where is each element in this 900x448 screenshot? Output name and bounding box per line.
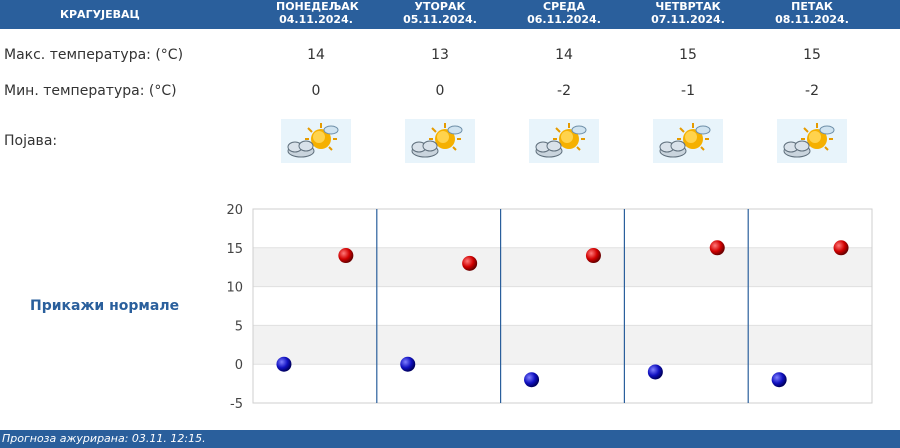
day-date: 05.11.2024. [403, 13, 477, 26]
max-temp-day-1: 14 [307, 47, 325, 63]
max-temp-label: Макс. температура: (°C) [4, 47, 184, 63]
city-name: КРАГУЈЕВАЦ [60, 8, 140, 21]
day-date: 06.11.2024. [527, 13, 601, 26]
min-temp-day-1: 0 [311, 83, 321, 99]
min-temp-day-2: 0 [435, 83, 445, 99]
min-temp-label: Мин. температура: (°C) [4, 83, 177, 99]
min-temp-marker [400, 356, 416, 372]
y-tick-label: 15 [226, 242, 243, 257]
grid-band [253, 247, 872, 287]
day-header-2: УТОРАК 05.11.2024. [400, 0, 480, 29]
max-temp-marker [585, 248, 601, 264]
update-footer: Прогноза ажурирана: 03.11. 12:15. [0, 430, 900, 448]
grid-band [253, 286, 872, 326]
y-tick-label: 10 [226, 281, 243, 296]
max-temp-marker [833, 240, 849, 256]
y-tick-label: 5 [235, 319, 243, 334]
day-date: 07.11.2024. [651, 13, 725, 26]
day-header-5: ПЕТАК 08.11.2024. [772, 0, 852, 29]
max-temp-day-2: 13 [431, 47, 449, 63]
max-temp-marker [338, 248, 354, 264]
temperature-chart: 20 15 10 5 0 -5 [226, 203, 873, 412]
y-tick-label: 20 [226, 203, 243, 218]
grid-band [253, 209, 872, 248]
min-temp-day-4: -1 [681, 83, 695, 99]
day-date: 08.11.2024. [775, 13, 849, 26]
min-temp-day-5: -2 [805, 83, 819, 99]
min-temp-marker [524, 372, 540, 388]
show-normals-link[interactable]: Прикажи нормале [30, 298, 180, 314]
day-header-4: ЧЕТВРТАК 07.11.2024. [648, 0, 728, 29]
max-temp-day-4: 15 [679, 47, 697, 63]
forecast-header: КРАГУЈЕВАЦ ПОНЕДЕЉАК 04.11.2024. УТОРАК … [0, 0, 900, 29]
day-name: ПОНЕДЕЉАК [276, 0, 359, 13]
max-temp-day-3: 14 [555, 47, 573, 63]
update-time: Прогноза ажурирана: 03.11. 12:15. [2, 432, 206, 445]
y-tick-label: -5 [230, 397, 243, 412]
day-name: ЧЕТВРТАК [655, 0, 721, 13]
min-temp-marker [276, 356, 292, 372]
day-header-3: СРЕДА 06.11.2024. [524, 0, 604, 29]
grid-band [253, 325, 872, 365]
max-temp-day-5: 15 [803, 47, 821, 63]
y-tick-label: 0 [235, 358, 243, 373]
day-name: СРЕДА [543, 0, 585, 13]
max-temp-marker [462, 255, 478, 271]
day-date: 04.11.2024. [279, 13, 353, 26]
phenomenon-label: Појава: [4, 133, 58, 149]
day-header-1: ПОНЕДЕЉАК 04.11.2024. [276, 0, 359, 29]
min-temp-day-3: -2 [557, 83, 571, 99]
grid-band [253, 364, 872, 403]
min-temp-marker [647, 364, 663, 380]
plot-frame [252, 208, 873, 404]
min-temp-marker [771, 372, 787, 388]
max-temp-marker [709, 240, 725, 256]
day-name: УТОРАК [414, 0, 466, 13]
day-name: ПЕТАК [791, 0, 833, 13]
